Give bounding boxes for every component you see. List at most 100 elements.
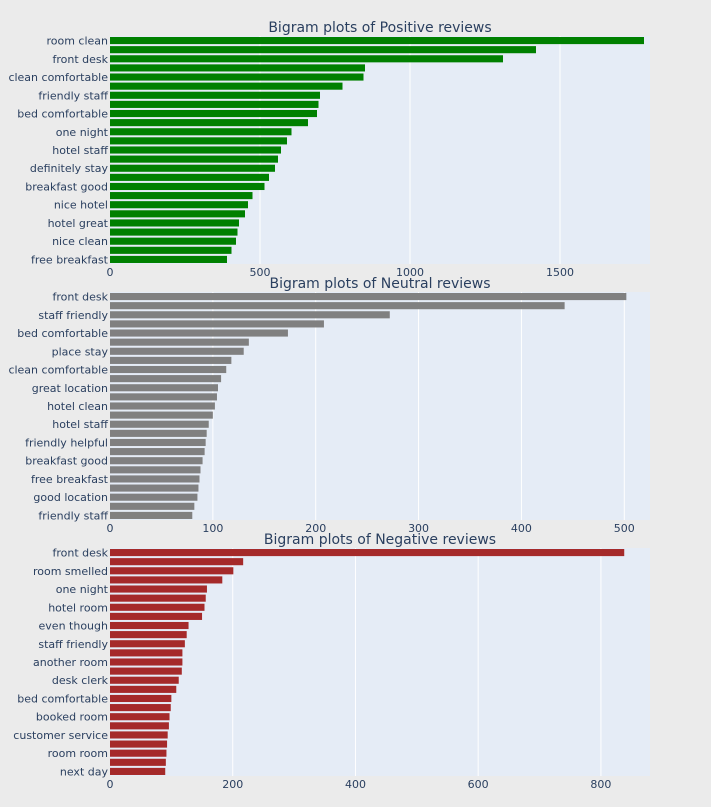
neutral-bar[interactable] (110, 475, 200, 483)
positive-bar[interactable] (110, 119, 308, 127)
negative-bar[interactable] (110, 740, 168, 748)
negative-bar[interactable] (110, 603, 205, 611)
neutral-category-label: bed comfortable (17, 327, 108, 340)
negative-bar[interactable] (110, 758, 166, 766)
positive-bar[interactable] (110, 164, 275, 172)
neutral-category-label: friendly staff (38, 509, 108, 522)
positive-bar[interactable] (110, 155, 278, 163)
negative-bar[interactable] (110, 667, 182, 675)
positive-bar[interactable] (110, 100, 319, 108)
positive-category-label: nice clean (52, 235, 108, 248)
negative-bar[interactable] (110, 549, 625, 557)
negative-bar[interactable] (110, 558, 244, 566)
positive-bar[interactable] (110, 82, 343, 90)
neutral-bar[interactable] (110, 438, 206, 447)
neutral-bar[interactable] (110, 302, 565, 310)
positive-x-tick-label: 1000 (396, 266, 424, 279)
neutral-category-label: clean comfortable (8, 364, 108, 377)
positive-bar[interactable] (110, 91, 320, 99)
neutral-bar[interactable] (110, 466, 201, 474)
negative-bar[interactable] (110, 749, 167, 757)
positive-chart-title: Bigram plots of Positive reviews (268, 20, 491, 36)
negative-bar[interactable] (110, 731, 168, 739)
neutral-bar[interactable] (110, 411, 213, 419)
negative-bar[interactable] (110, 640, 185, 648)
negative-bar[interactable] (110, 567, 234, 575)
positive-bar[interactable] (110, 210, 245, 218)
positive-bar[interactable] (110, 201, 248, 209)
negative-category-label: one night (56, 583, 109, 596)
neutral-bar[interactable] (110, 320, 324, 328)
negative-bar[interactable] (110, 722, 169, 730)
neutral-bar[interactable] (110, 448, 205, 456)
positive-category-label: bed comfortable (17, 108, 108, 121)
negative-bar[interactable] (110, 621, 189, 630)
negative-category-label: customer service (13, 729, 108, 742)
neutral-bar[interactable] (110, 329, 288, 337)
neutral-category-label: hotel staff (52, 418, 108, 431)
positive-bar[interactable] (110, 109, 317, 118)
positive-category-label: hotel staff (52, 144, 108, 157)
negative-category-label: booked room (36, 711, 108, 724)
neutral-bar[interactable] (110, 356, 232, 364)
negative-bar[interactable] (110, 649, 183, 657)
negative-bar[interactable] (110, 767, 166, 775)
positive-bar[interactable] (110, 46, 536, 54)
negative-bar[interactable] (110, 631, 187, 639)
positive-bar[interactable] (110, 64, 365, 72)
positive-bar[interactable] (110, 137, 287, 145)
negative-x-tick-label: 600 (468, 778, 489, 791)
neutral-bar[interactable] (110, 347, 244, 355)
neutral-bar[interactable] (110, 420, 209, 428)
neutral-bar[interactable] (110, 375, 222, 383)
neutral-bar[interactable] (110, 384, 218, 392)
negative-chart-title: Bigram plots of Negative reviews (264, 532, 496, 548)
positive-x-tick-label: 0 (107, 266, 114, 279)
positive-bar[interactable] (110, 228, 238, 236)
negative-bar[interactable] (110, 585, 207, 593)
neutral-category-label: staff friendly (38, 309, 108, 322)
positive-bar[interactable] (110, 146, 281, 154)
negative-bar[interactable] (110, 685, 177, 693)
neutral-chart-title: Bigram plots of Neutral reviews (269, 276, 490, 292)
neutral-x-tick-label: 300 (408, 522, 429, 535)
neutral-bar[interactable] (110, 365, 227, 374)
neutral-bar[interactable] (110, 293, 627, 301)
positive-bar[interactable] (110, 237, 236, 245)
negative-x-tick-label: 800 (590, 778, 611, 791)
negative-bar[interactable] (110, 612, 203, 620)
negative-bar[interactable] (110, 676, 179, 684)
neutral-bar[interactable] (110, 393, 217, 401)
positive-bar[interactable] (110, 73, 364, 81)
negative-bar[interactable] (110, 576, 223, 584)
negative-bar[interactable] (110, 594, 206, 602)
negative-bar[interactable] (110, 658, 183, 666)
neutral-bar[interactable] (110, 402, 215, 410)
neutral-category-label: front desk (52, 291, 108, 304)
neutral-category-label: good location (33, 491, 108, 504)
neutral-bar[interactable] (110, 511, 193, 519)
negative-bar[interactable] (110, 694, 172, 703)
positive-bar[interactable] (110, 246, 232, 254)
positive-bar[interactable] (110, 182, 265, 191)
positive-bar[interactable] (110, 128, 292, 136)
positive-bar[interactable] (110, 255, 227, 263)
positive-bar[interactable] (110, 192, 253, 200)
neutral-bar[interactable] (110, 338, 249, 346)
negative-x-tick-label: 400 (345, 778, 366, 791)
neutral-bar[interactable] (110, 311, 390, 319)
neutral-category-label: friendly helpful (25, 436, 108, 449)
neutral-bar[interactable] (110, 484, 199, 492)
positive-bar[interactable] (110, 219, 239, 227)
neutral-bar[interactable] (110, 429, 207, 437)
negative-bar[interactable] (110, 713, 170, 721)
neutral-bar[interactable] (110, 493, 198, 501)
positive-bar[interactable] (110, 173, 269, 181)
negative-bar[interactable] (110, 704, 171, 712)
positive-bar[interactable] (110, 37, 644, 45)
neutral-bar[interactable] (110, 457, 203, 465)
neutral-category-label: great location (32, 382, 108, 395)
positive-bar[interactable] (110, 55, 503, 63)
neutral-bar[interactable] (110, 502, 195, 510)
neutral-category-label: place stay (52, 345, 109, 358)
